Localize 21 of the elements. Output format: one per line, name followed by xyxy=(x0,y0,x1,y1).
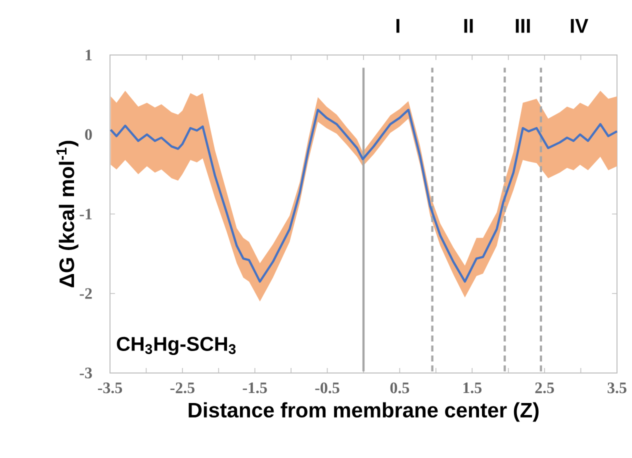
y-tick-label: -3 xyxy=(80,368,92,378)
text: IV xyxy=(570,19,588,33)
line-series xyxy=(110,108,618,283)
y-tick-label: -1 xyxy=(80,208,92,220)
x-tick-label: 2.5 xyxy=(535,382,554,394)
y-tick-label: 0 xyxy=(85,129,92,140)
y-tick-label: 1 xyxy=(86,50,92,60)
y-axis-title: ΔG (kcal mol$^{-1}$) xyxy=(56,140,78,288)
x-axis-title: Distance from membrane center (Z) xyxy=(188,402,539,422)
x-tick-label: 0.5 xyxy=(390,382,410,394)
text: III xyxy=(516,19,530,33)
y-tick-label: -2 xyxy=(80,288,92,299)
x-tick-label: -2.5 xyxy=(170,382,194,394)
text: II xyxy=(464,19,473,33)
x-tick-label: -1.5 xyxy=(242,382,267,394)
x-tick-label: 3.5 xyxy=(608,382,626,394)
text: I xyxy=(396,19,400,33)
x-tick-label: 1.5 xyxy=(463,382,482,394)
x-tick-label: -0.5 xyxy=(315,382,340,394)
annotation: CH$_{3}$Hg-SCH$_{3}$ xyxy=(116,336,236,356)
x-tick-label: -3.5 xyxy=(98,382,122,394)
